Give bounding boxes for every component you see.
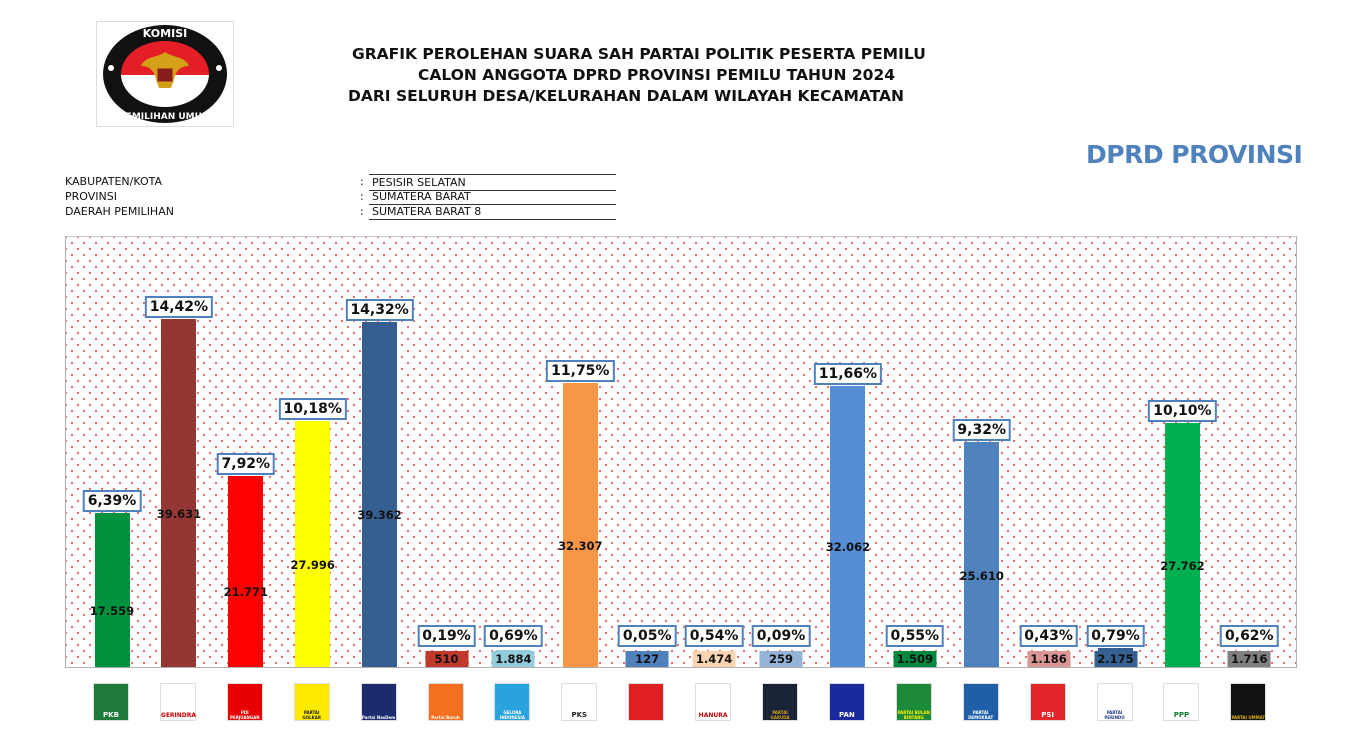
info-colon: :: [360, 175, 364, 188]
pan-logo-icon: PAN: [828, 683, 865, 721]
pks-logo-icon: PKS: [561, 683, 598, 721]
info-value: SUMATERA BARAT 8: [369, 204, 616, 220]
info-label: PROVINSI: [65, 190, 117, 203]
partai-buruh-logo-icon: Partai Buruh: [427, 683, 464, 721]
bar-percent-label: 10,10%: [1148, 400, 1217, 423]
bar-value-label: 510: [425, 651, 468, 667]
party-logo-text: PKB: [103, 711, 119, 719]
kpu-top-text: KOMISI: [143, 27, 187, 40]
title-line-3: DARI SELURUH DESA/KELURAHAN DALAM WILAYA…: [348, 87, 905, 105]
pkn-logo-icon: [628, 683, 665, 721]
bar-value-label: 32.062: [825, 540, 871, 555]
party-logo-text: PARTAI DEMOKRAT: [968, 710, 994, 720]
info-label: DAERAH PEMILIHAN: [65, 205, 174, 218]
bar-value-label: 1.509: [893, 651, 937, 667]
dprd-provinsi-heading: DPRD PROVINSI: [1086, 140, 1303, 169]
bar-value-label: 27.762: [1160, 559, 1205, 574]
bar-value-label: 1.474: [692, 651, 736, 667]
bar-percent-label: 14,42%: [144, 296, 214, 319]
party-logo-text: PSI: [1041, 711, 1054, 719]
bar-value-label: 1.716: [1227, 651, 1271, 667]
bar-percent-label: 0,62%: [1220, 625, 1279, 647]
title-line-1: GRAFIK PEROLEHAN SUARA SAH PARTAI POLITI…: [352, 45, 926, 63]
bar-value-label: 27.996: [290, 558, 335, 573]
demokrat-logo-icon: PARTAI DEMOKRAT: [962, 683, 999, 721]
bar-percent-label: 0,69%: [484, 625, 543, 647]
nasdem-logo-icon: Partai NasDem: [360, 683, 397, 721]
golkar-logo-icon: PARTAI GOLKAR: [293, 683, 330, 721]
party-logo-text: PDI PERJUANGAN: [230, 710, 260, 720]
info-colon: :: [360, 205, 364, 218]
perindo-logo-icon: PARTAI PERINDO: [1096, 683, 1133, 721]
kpu-logo: KOMISI PEMILIHAN UMUM: [96, 21, 234, 127]
info-value: PESISIR SELATAN: [369, 174, 616, 191]
psi-logo-icon: PSI: [1029, 683, 1066, 721]
party-logo-text: PAN: [839, 711, 855, 719]
party-logo-text: PARTAI GOLKAR: [302, 710, 321, 720]
bar-value-label: 32.307: [558, 539, 603, 554]
hanura-logo-icon: HANURA: [695, 683, 732, 721]
bar-value-label: 17.559: [89, 603, 135, 618]
bar-value-label: 2.175: [1094, 651, 1137, 667]
party-logo-text: GERINDRA: [160, 712, 197, 719]
pbb-logo-icon: PARTAI BULAN BINTANG: [895, 683, 932, 721]
bar-percent-label: 14,32%: [345, 298, 414, 321]
bar-percent-label: 0,79%: [1086, 625, 1145, 647]
bar-percent-label: 0,43%: [1019, 625, 1078, 647]
bar-percent-label: 11,75%: [546, 360, 615, 383]
info-value: SUMATERA BARAT: [369, 189, 616, 205]
bar-pks: [562, 383, 598, 667]
party-logo-text: GELORA INDONESIA: [499, 710, 525, 720]
bar-percent-label: 0,09%: [751, 625, 811, 647]
party-logo-text: PARTAI BULAN BINTANG: [897, 710, 930, 720]
bar-value-label: 1.186: [1027, 651, 1071, 667]
bar-gerindra: [161, 319, 197, 667]
pdip-logo-icon: PDI PERJUANGAN: [226, 683, 263, 721]
bar-value-label: 259: [759, 651, 803, 667]
garuda-logo-icon: PARTAI GARUDA: [762, 683, 798, 721]
kpu-bottom-text: PEMILIHAN UMUM: [119, 112, 211, 122]
bar-value-label: 1.884: [491, 651, 535, 667]
party-logo-text: PKS: [571, 711, 588, 719]
bar-percent-label: 9,32%: [952, 419, 1011, 442]
bar-value-label: 39.631: [156, 507, 202, 522]
bar-percent-label: 0,54%: [684, 625, 744, 647]
bar-percent-label: 0,55%: [885, 625, 945, 647]
gelora-logo-icon: GELORA INDONESIA: [494, 683, 531, 721]
info-label: KABUPATEN/KOTA: [65, 175, 163, 188]
bar-partai-golkar: [295, 421, 331, 667]
ppp-logo-icon: PPP: [1163, 683, 1200, 721]
pkb-logo-icon: PKB: [93, 683, 129, 721]
bar-value-label: 127: [625, 651, 669, 667]
bar-percent-label: 0,19%: [417, 625, 476, 647]
party-logo-text: Partai NasDem: [361, 715, 396, 720]
bar-pan: [830, 385, 866, 667]
bar-value-label: 21.771: [223, 585, 268, 600]
bar-percent-label: 0,05%: [617, 625, 677, 647]
info-colon: :: [360, 190, 364, 203]
bar-value-label: 25.610: [959, 568, 1004, 583]
bar-pdi-perjuangan: [228, 475, 264, 667]
bar-partai-demokrat: [964, 442, 1000, 667]
chart-plot-area: 17.559 6,39% 39.631 14,42% 21.771 7,92% 27.996…: [65, 236, 1297, 668]
gerindra-logo-icon: GERINDRA: [159, 683, 197, 721]
chart-title-block: GRAFIK PEROLEHAN SUARA SAH PARTAI POLITI…: [340, 44, 1050, 107]
party-logo-text: PARTAI UMMAT: [1231, 715, 1266, 720]
party-logo-text: PARTAI GARUDA: [770, 710, 790, 720]
bar-percent-label: 10,18%: [278, 398, 347, 421]
bar-ppp: [1164, 423, 1200, 667]
party-logo-text: Partai Buruh: [431, 715, 460, 720]
party-logo-text: PARTAI PERINDO: [1104, 710, 1125, 720]
title-line-2: CALON ANGGOTA DPRD PROVINSI PEMILU TAHUN…: [418, 66, 896, 84]
kpu-emblem-icon: KOMISI PEMILIHAN UMUM: [103, 25, 227, 123]
bar-percent-label: 7,92%: [216, 452, 276, 475]
bar-partai-nasdem: [362, 321, 398, 667]
party-logo-text: PPP: [1173, 711, 1190, 719]
party-logo-text: HANURA: [698, 712, 728, 719]
bar-percent-label: 11,66%: [813, 362, 883, 385]
bar-pkb: [94, 512, 130, 667]
bar-percent-label: 6,39%: [82, 489, 142, 512]
ummat-logo-icon: PARTAI UMMAT: [1230, 683, 1267, 721]
bar-value-label: 39.362: [357, 508, 402, 523]
